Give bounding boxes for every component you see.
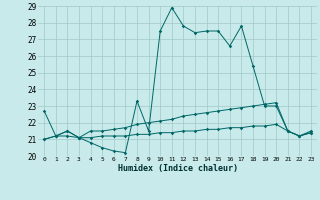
X-axis label: Humidex (Indice chaleur): Humidex (Indice chaleur) (118, 164, 238, 173)
